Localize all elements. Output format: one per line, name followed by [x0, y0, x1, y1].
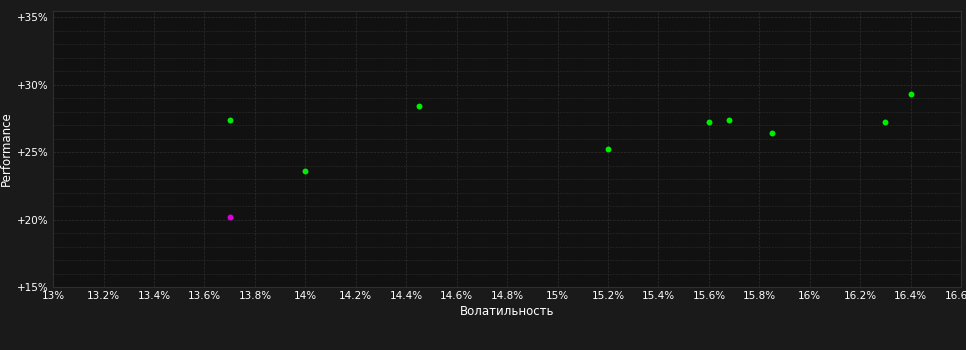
Point — [722, 117, 737, 122]
Y-axis label: Performance: Performance — [0, 111, 14, 186]
Point — [222, 117, 238, 122]
Point — [222, 214, 238, 220]
Point — [764, 131, 780, 136]
Point — [903, 91, 919, 97]
Point — [412, 104, 427, 109]
Point — [878, 120, 894, 125]
Point — [701, 120, 717, 125]
X-axis label: Волатильность: Волатильность — [460, 305, 554, 318]
Point — [600, 147, 615, 152]
Point — [298, 168, 313, 174]
